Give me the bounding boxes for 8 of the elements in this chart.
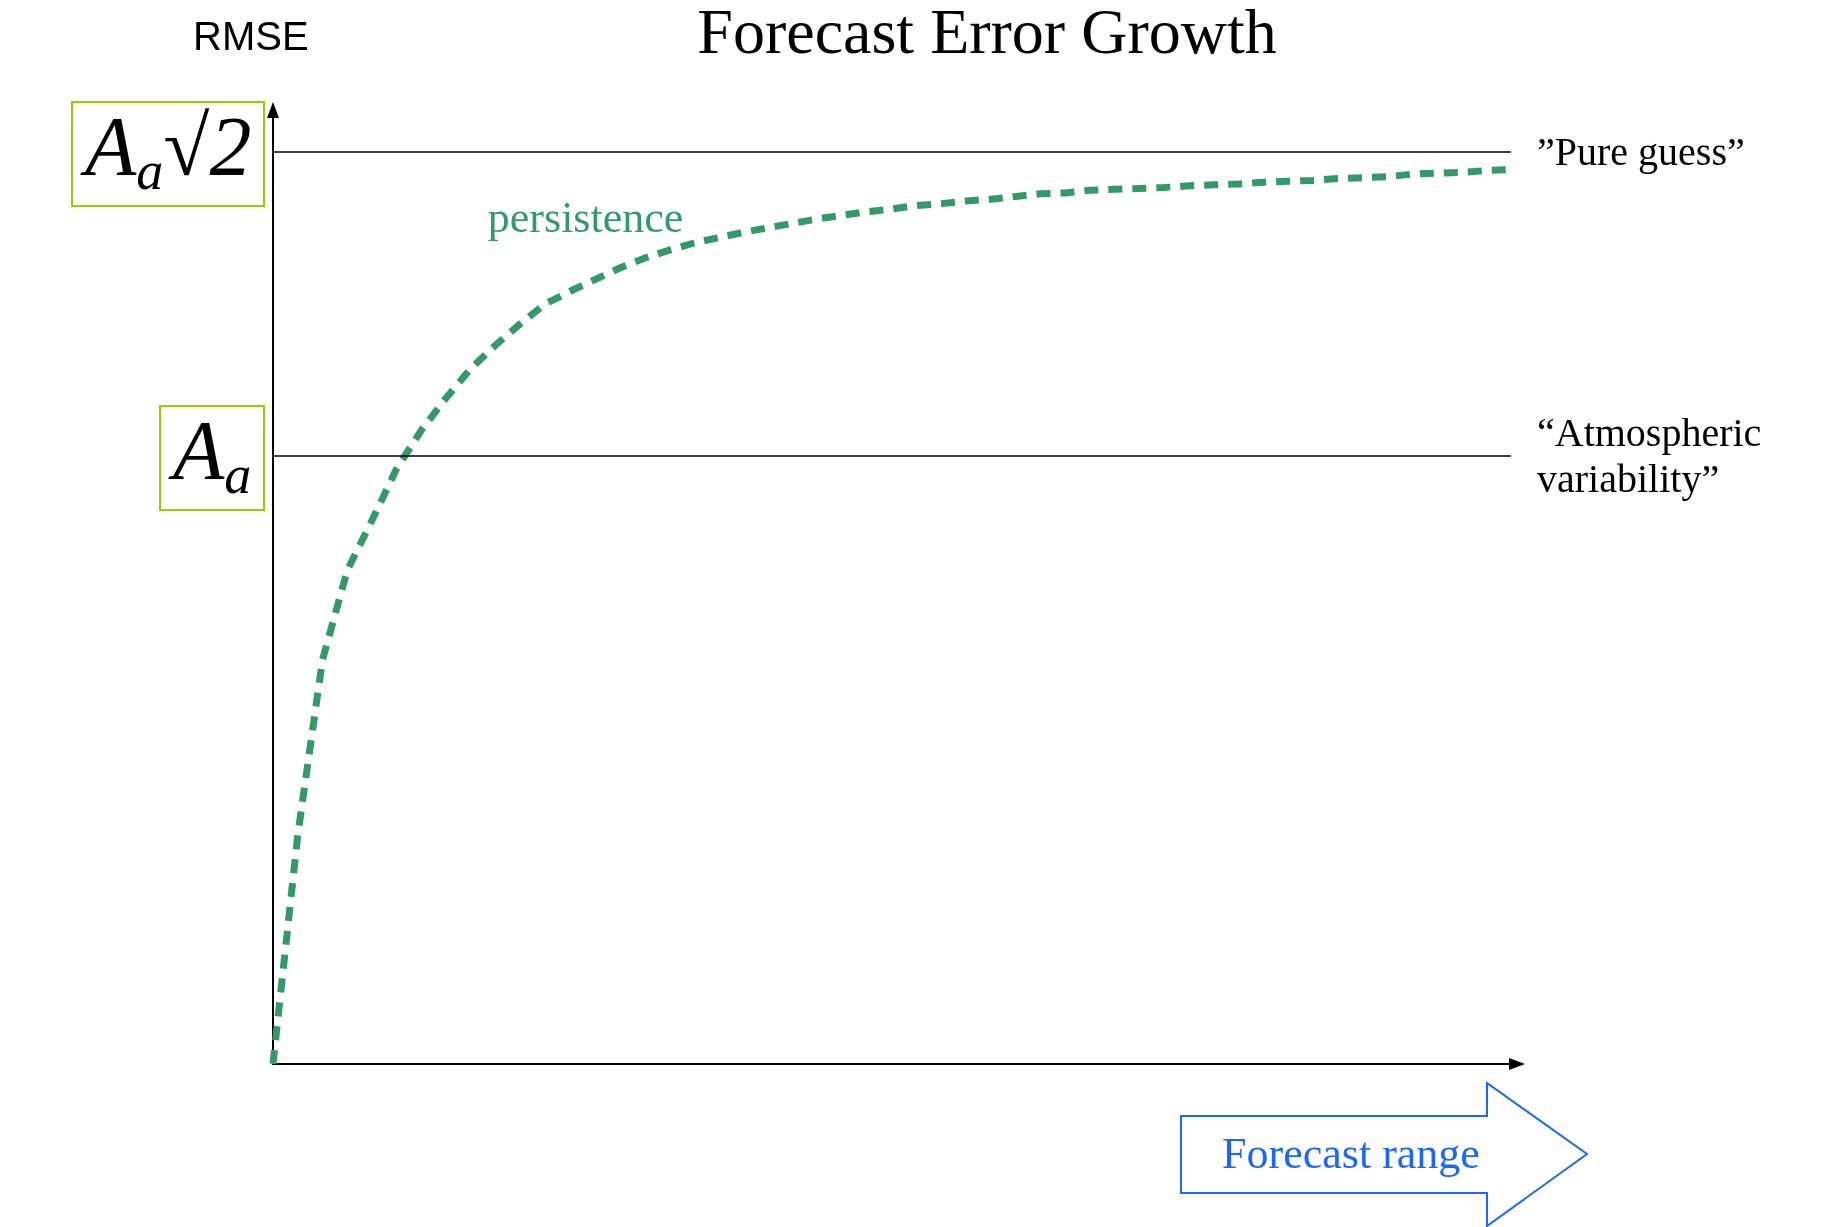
x-axis-title: Forecast range [1221, 1128, 1481, 1179]
series-label: persistence [487, 192, 684, 242]
y-axis-title: RMSE [193, 14, 309, 58]
text: A$_{a}$ [159, 403, 266, 511]
chart-title: Forecast Error Growth [697, 0, 1277, 67]
ref-line-label: “Atmospheric variability” [1537, 410, 1772, 502]
text: A$_{a}$√2 [71, 99, 266, 207]
ref-line-label: ”Pure guess” [1537, 129, 1745, 175]
